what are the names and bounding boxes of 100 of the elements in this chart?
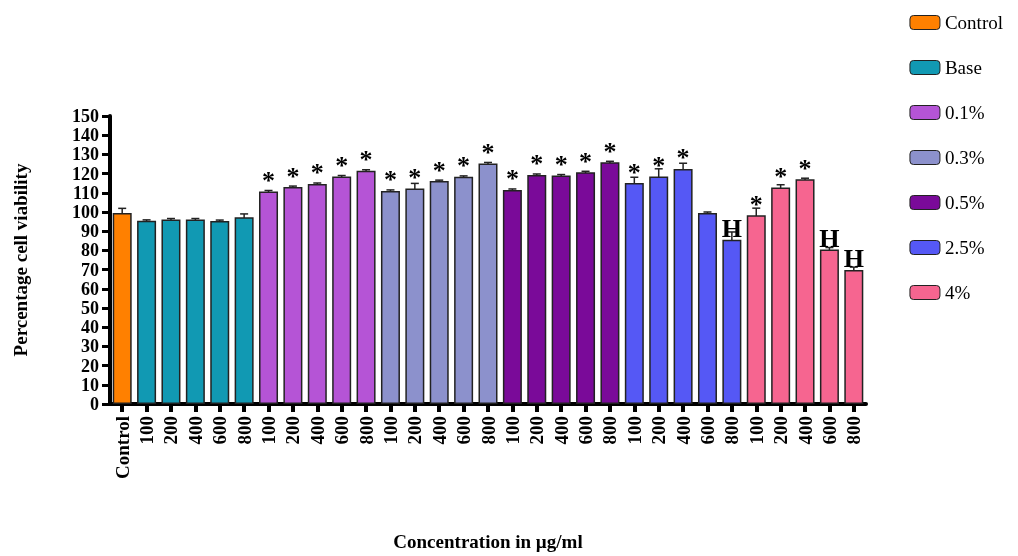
- data-label: *: [798, 153, 812, 183]
- bar: [429, 181, 449, 404]
- bar: [137, 220, 157, 404]
- y-tick-label: 140: [72, 125, 99, 146]
- bar: [502, 189, 522, 404]
- data-label: *: [383, 165, 397, 195]
- x-tick-label: 200: [160, 416, 182, 445]
- x-tick-label: 400: [184, 416, 206, 445]
- data-label: *: [530, 149, 544, 179]
- data-label: H: [721, 214, 742, 244]
- x-tick-label: 100: [136, 416, 158, 445]
- y-tick-label: 50: [81, 298, 99, 318]
- x-tick-label: 100: [258, 416, 280, 445]
- x-tick-label: 800: [843, 416, 865, 445]
- y-tick-label: 0: [90, 394, 99, 414]
- bar: [332, 176, 352, 404]
- data-label: *: [579, 146, 593, 176]
- bar: [454, 176, 474, 404]
- data-label: *: [676, 143, 690, 173]
- y-tick-label: 120: [72, 163, 99, 184]
- data-label: *: [627, 157, 641, 187]
- bar: [380, 190, 400, 404]
- bar: [576, 172, 596, 404]
- x-tick-label: 200: [404, 416, 426, 445]
- bar: [283, 187, 303, 404]
- y-tick-label: 90: [81, 221, 99, 242]
- x-tick-label: Control: [111, 416, 133, 479]
- x-tick-label: 800: [599, 416, 621, 445]
- data-label: *: [457, 151, 471, 181]
- bar: [673, 168, 693, 404]
- y-tick-label: 20: [81, 355, 99, 376]
- data-label: *: [554, 150, 568, 180]
- y-tick-label: 30: [81, 336, 99, 357]
- x-tick-label: 400: [794, 416, 816, 445]
- data-label: *: [481, 137, 495, 167]
- legend-label: 2.5%: [944, 237, 985, 258]
- x-tick-label: 200: [282, 416, 304, 445]
- x-tick-label: 600: [696, 416, 718, 445]
- x-tick-label: 400: [550, 416, 572, 445]
- y-tick-label: 150: [72, 106, 99, 126]
- x-tick-label: 100: [623, 416, 645, 445]
- data-label: *: [408, 163, 422, 193]
- legend-label: 4%: [944, 282, 971, 303]
- data-label: H: [843, 244, 864, 274]
- x-tick-label: 200: [770, 416, 792, 445]
- data-label: *: [262, 165, 276, 195]
- x-tick-label: 100: [379, 416, 401, 445]
- x-tick-label: 200: [648, 416, 670, 445]
- data-label: *: [774, 162, 788, 192]
- x-tick-label: 400: [672, 416, 694, 445]
- x-tick-label: 100: [501, 416, 523, 445]
- bar: [185, 219, 205, 404]
- data-label: *: [286, 161, 300, 191]
- bar: [600, 162, 620, 404]
- data-label: *: [432, 155, 446, 185]
- y-tick-label: 110: [72, 182, 99, 203]
- x-tick-label: 800: [721, 416, 743, 445]
- bar: [259, 191, 279, 404]
- bar: [307, 183, 327, 404]
- x-tick-label: 200: [526, 416, 548, 445]
- y-tick-label: 100: [72, 202, 99, 222]
- x-tick-label: 600: [575, 416, 597, 445]
- data-label: *: [359, 145, 373, 175]
- bar: [697, 212, 717, 404]
- x-tick-label: 600: [209, 416, 231, 445]
- x-tick-label: 800: [477, 416, 499, 445]
- bar: [405, 188, 425, 404]
- x-tick-label: 100: [745, 416, 767, 445]
- legend-label: 0.1%: [944, 102, 985, 123]
- y-tick-label: 60: [81, 278, 99, 299]
- legend-label: 0.5%: [944, 192, 985, 213]
- data-label: *: [652, 150, 666, 180]
- y-tick-label: 70: [81, 259, 99, 280]
- bar: [844, 269, 864, 404]
- x-tick-label: 800: [233, 416, 255, 445]
- x-tick-label: 400: [428, 416, 450, 445]
- bar: [234, 217, 254, 404]
- y-tick-label: 40: [81, 317, 99, 338]
- y-tick-label: 80: [81, 240, 99, 261]
- data-label: *: [310, 158, 324, 188]
- x-tick-label: 600: [331, 416, 353, 445]
- legend-label: Base: [944, 57, 982, 78]
- bar: [551, 175, 571, 404]
- bar: [819, 249, 839, 404]
- data-label: *: [749, 189, 763, 219]
- bar: [356, 170, 376, 404]
- x-tick-label: 600: [818, 416, 840, 445]
- bar: [210, 221, 230, 404]
- data-label: H: [819, 223, 840, 253]
- x-tick-label: 800: [355, 416, 377, 445]
- y-axis-title: Percentage cell viability: [10, 163, 31, 357]
- legend-label: Control: [944, 12, 1003, 33]
- bar: [478, 163, 498, 404]
- bar: [795, 179, 815, 404]
- y-tick-label: 130: [72, 144, 99, 165]
- x-tick-label: 400: [306, 416, 328, 445]
- y-tick-label: 10: [81, 374, 99, 395]
- data-label: *: [505, 164, 519, 194]
- data-label: *: [603, 136, 617, 166]
- x-axis-title: Concentration in µg/ml: [393, 531, 583, 552]
